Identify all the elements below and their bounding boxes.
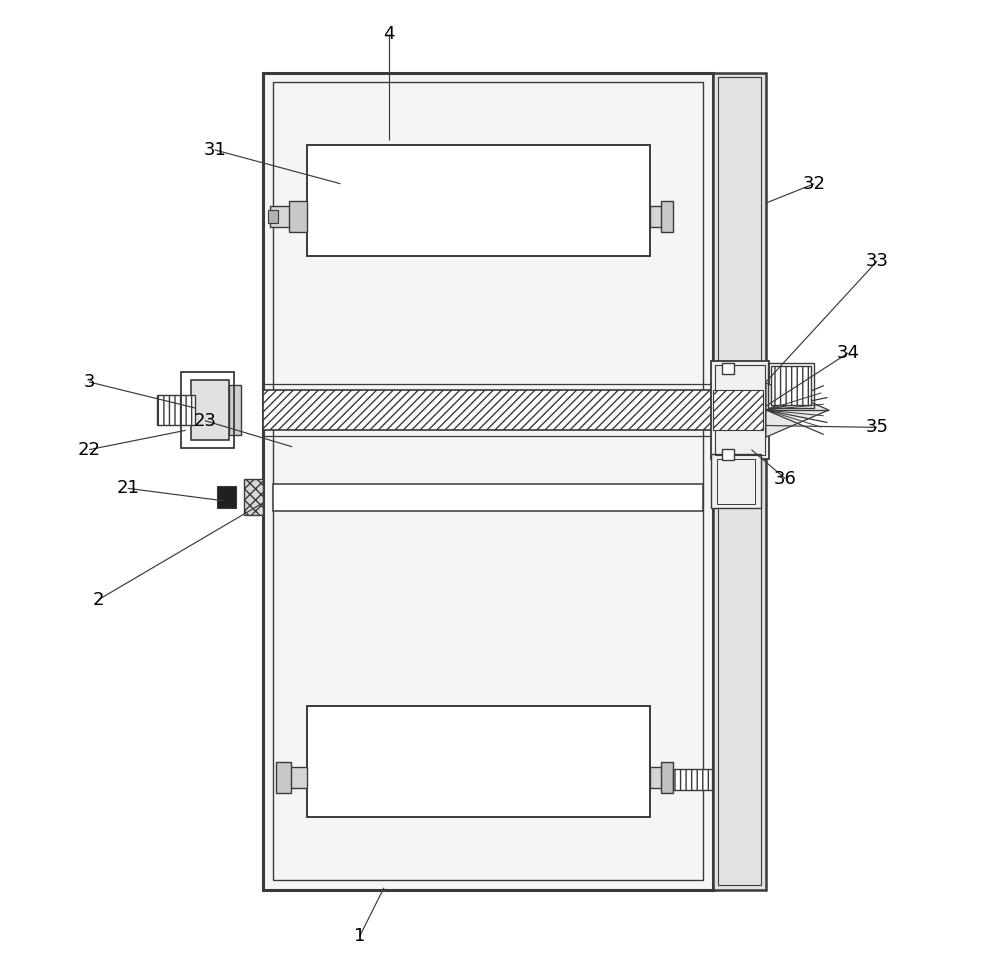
Bar <box>270 206 291 227</box>
Polygon shape <box>766 383 829 437</box>
Text: 31: 31 <box>203 141 226 159</box>
Text: 34: 34 <box>837 344 860 362</box>
Text: 21: 21 <box>116 480 139 497</box>
Text: 32: 32 <box>803 175 826 192</box>
Bar <box>157 395 195 425</box>
Bar <box>713 390 763 430</box>
Bar <box>181 372 234 448</box>
Bar <box>263 73 713 890</box>
Bar <box>713 73 766 890</box>
Bar <box>722 449 734 460</box>
Bar <box>273 82 703 880</box>
Bar <box>673 769 712 790</box>
Bar <box>650 767 667 788</box>
Bar <box>244 479 263 515</box>
Bar <box>650 206 667 227</box>
Text: 36: 36 <box>774 470 797 487</box>
Bar <box>191 380 229 440</box>
Text: 2: 2 <box>93 591 104 608</box>
Text: 35: 35 <box>866 419 889 436</box>
Bar <box>711 454 761 508</box>
Bar <box>263 390 713 430</box>
Bar <box>229 385 241 435</box>
Bar <box>276 762 291 793</box>
Bar <box>273 484 703 511</box>
Bar <box>722 363 734 374</box>
Bar <box>268 210 278 223</box>
Bar <box>661 762 673 793</box>
Bar <box>711 361 769 459</box>
Bar <box>661 201 673 232</box>
Bar <box>717 459 755 504</box>
Bar <box>768 363 814 408</box>
Bar <box>715 365 765 455</box>
Bar <box>289 201 307 232</box>
Bar <box>771 366 811 405</box>
Bar <box>289 767 307 788</box>
Bar <box>307 706 650 817</box>
Text: 22: 22 <box>78 441 101 458</box>
Text: 3: 3 <box>83 373 95 391</box>
Text: 1: 1 <box>354 927 365 945</box>
Text: 33: 33 <box>866 252 889 270</box>
Bar <box>217 486 236 508</box>
Bar <box>718 77 761 885</box>
Bar <box>307 145 650 256</box>
Text: 23: 23 <box>194 412 217 429</box>
Text: 4: 4 <box>383 25 395 43</box>
